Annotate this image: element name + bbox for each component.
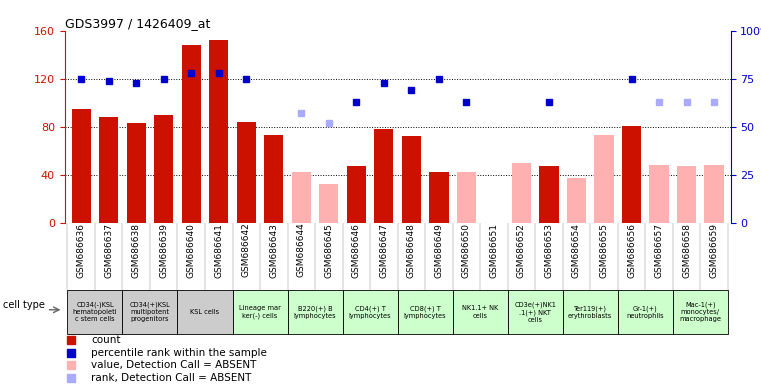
Text: GSM686643: GSM686643 [269,223,279,278]
Bar [457,172,476,223]
Text: GSM686653: GSM686653 [544,223,553,278]
Text: CD4(+) T
lymphocytes: CD4(+) T lymphocytes [349,305,391,319]
Bar [374,129,393,223]
Bar [677,166,696,223]
Bar [540,166,559,223]
Text: GSM686641: GSM686641 [215,223,223,278]
Bar [429,172,448,223]
Text: KSL cells: KSL cells [190,309,220,315]
Text: GSM686652: GSM686652 [517,223,526,278]
Text: GSM686659: GSM686659 [709,223,718,278]
Text: GSM686647: GSM686647 [380,223,388,278]
Text: value, Detection Call = ABSENT: value, Detection Call = ABSENT [91,360,257,370]
Text: B220(+) B
lymphocytes: B220(+) B lymphocytes [294,305,336,319]
Bar [673,290,728,334]
Bar [649,165,669,223]
Bar [402,136,421,223]
Text: CD34(+)KSL
multipotent
progenitors: CD34(+)KSL multipotent progenitors [129,302,170,322]
Text: CD3e(+)NK1
.1(+) NKT
cells: CD3e(+)NK1 .1(+) NKT cells [514,301,556,323]
Text: GDS3997 / 1426409_at: GDS3997 / 1426409_at [65,17,210,30]
Text: GSM686638: GSM686638 [132,223,141,278]
Bar [68,290,123,334]
Bar [177,290,233,334]
Bar [126,123,146,223]
Text: count: count [91,335,121,345]
Bar [72,109,91,223]
Bar [397,290,453,334]
Text: Ter119(+)
erythroblasts: Ter119(+) erythroblasts [568,305,613,319]
Bar [319,184,339,223]
Text: GSM686658: GSM686658 [682,223,691,278]
Bar [182,45,201,223]
Text: GSM686656: GSM686656 [627,223,636,278]
Bar [233,290,288,334]
Text: percentile rank within the sample: percentile rank within the sample [91,348,267,358]
Text: CD8(+) T
lymphocytes: CD8(+) T lymphocytes [404,305,447,319]
Bar [288,290,342,334]
Text: GSM686651: GSM686651 [489,223,498,278]
Text: GSM686645: GSM686645 [324,223,333,278]
Text: GSM686639: GSM686639 [159,223,168,278]
Bar [209,40,228,223]
Text: rank, Detection Call = ABSENT: rank, Detection Call = ABSENT [91,373,252,383]
Text: Gr-1(+)
neutrophils: Gr-1(+) neutrophils [626,305,664,319]
Text: CD34(-)KSL
hematopoieti
c stem cells: CD34(-)KSL hematopoieti c stem cells [72,302,117,322]
Text: cell type: cell type [3,300,45,310]
Bar [347,166,366,223]
Text: GSM686644: GSM686644 [297,223,306,278]
Text: GSM686646: GSM686646 [352,223,361,278]
Text: Mac-1(+)
monocytes/
macrophage: Mac-1(+) monocytes/ macrophage [680,302,721,322]
Text: GSM686654: GSM686654 [572,223,581,278]
Bar [237,122,256,223]
Text: NK1.1+ NK
cells: NK1.1+ NK cells [462,306,498,318]
Bar [594,135,613,223]
Text: GSM686636: GSM686636 [77,223,86,278]
Bar [291,172,311,223]
Text: GSM686655: GSM686655 [600,223,609,278]
Bar [508,290,562,334]
Text: GSM686640: GSM686640 [186,223,196,278]
Bar [562,290,618,334]
Bar [99,117,119,223]
Text: GSM686648: GSM686648 [407,223,416,278]
Text: GSM686650: GSM686650 [462,223,471,278]
Text: GSM686649: GSM686649 [435,223,444,278]
Text: Lineage mar
ker(-) cells: Lineage mar ker(-) cells [239,305,281,319]
Text: GSM686637: GSM686637 [104,223,113,278]
Bar [618,290,673,334]
Bar [567,178,586,223]
Text: GSM686642: GSM686642 [242,223,251,278]
Bar [705,165,724,223]
Bar [154,115,174,223]
Bar [453,290,508,334]
Bar [342,290,397,334]
Bar [123,290,177,334]
Bar [264,135,283,223]
Bar [622,126,641,223]
Text: GSM686657: GSM686657 [654,223,664,278]
Bar [512,163,531,223]
